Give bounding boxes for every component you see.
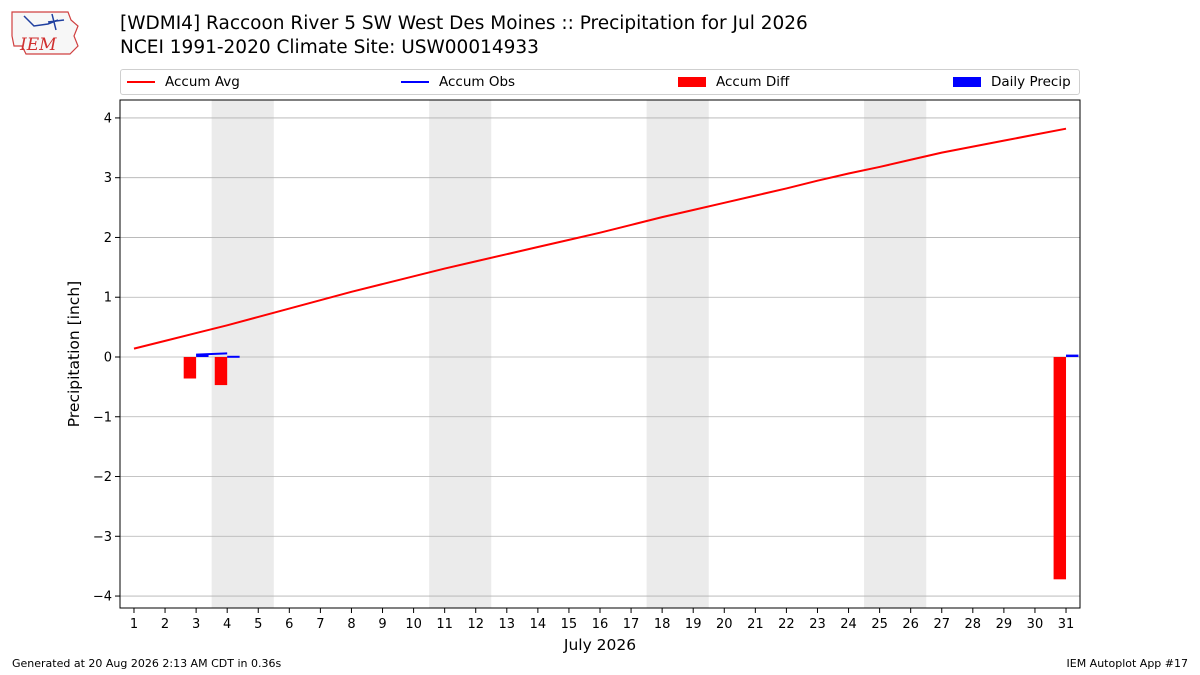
x-tick-label: 20 xyxy=(716,617,733,632)
x-tick-label: 31 xyxy=(1058,617,1075,632)
x-tick-label: 16 xyxy=(592,617,609,632)
y-tick-label: 1 xyxy=(104,291,112,306)
footer-app: IEM Autoplot App #17 xyxy=(1066,657,1189,670)
y-tick-label: 0 xyxy=(104,350,112,365)
weekend-shading xyxy=(211,100,927,608)
legend-label-accum-diff: Accum Diff xyxy=(716,74,790,90)
y-tick-label: −2 xyxy=(93,470,112,485)
x-tick-label: 14 xyxy=(530,617,547,632)
x-tick-label: 23 xyxy=(809,617,826,632)
x-tick-label: 29 xyxy=(996,617,1013,632)
legend-label-daily-precip: Daily Precip xyxy=(991,74,1071,90)
x-tick-label: 30 xyxy=(1027,617,1044,632)
x-tick-label: 13 xyxy=(499,617,516,632)
svg-text:IEM: IEM xyxy=(19,35,57,55)
x-tick-label: 17 xyxy=(623,617,640,632)
x-tick-label: 27 xyxy=(933,617,950,632)
x-tick-label: 9 xyxy=(378,617,386,632)
legend-swatch-accum-avg xyxy=(127,81,155,83)
accum-diff-bar xyxy=(183,356,197,379)
legend-swatch-accum-obs xyxy=(401,81,429,83)
x-tick-label: 5 xyxy=(254,617,262,632)
chart-title: [WDMI4] Raccoon River 5 SW West Des Moin… xyxy=(120,12,808,60)
daily-precip-bar xyxy=(227,355,240,358)
x-tick-label: 28 xyxy=(965,617,982,632)
x-tick-label: 8 xyxy=(347,617,355,632)
y-tick-label: −4 xyxy=(93,590,112,605)
accum-obs-line xyxy=(196,352,228,356)
legend-swatch-daily-precip xyxy=(953,77,981,87)
daily-precip-bar xyxy=(1066,354,1079,357)
x-tick-label: 4 xyxy=(223,617,231,632)
x-tick-label: 12 xyxy=(467,617,484,632)
grid-lines xyxy=(120,117,1080,597)
weekend-band-3 xyxy=(646,100,709,608)
legend-item-daily-precip: Daily Precip xyxy=(953,70,1071,94)
legend-item-accum-obs: Accum Obs xyxy=(401,70,515,94)
x-tick-label: 15 xyxy=(561,617,578,632)
title-line-2: NCEI 1991-2020 Climate Site: USW00014933 xyxy=(120,37,539,58)
y-tick-label: −3 xyxy=(93,530,112,545)
accum-diff-bar xyxy=(214,356,228,386)
bars xyxy=(183,354,1079,580)
legend-label-accum-avg: Accum Avg xyxy=(165,74,240,90)
x-tick-label: 19 xyxy=(685,617,702,632)
x-tick-label: 24 xyxy=(840,617,857,632)
y-tick-label: −1 xyxy=(93,410,112,425)
legend: Accum Avg Accum Obs Accum Diff Daily Pre… xyxy=(120,69,1080,95)
lines xyxy=(133,127,1067,356)
plot-frame xyxy=(119,99,1081,609)
iem-logo: IEM xyxy=(11,11,79,55)
legend-item-accum-avg: Accum Avg xyxy=(127,70,240,94)
x-tick-label: 11 xyxy=(436,617,453,632)
y-tick-label: 4 xyxy=(104,111,112,126)
title-line-1: [WDMI4] Raccoon River 5 SW West Des Moin… xyxy=(120,13,808,34)
x-tick-label: 3 xyxy=(192,617,200,632)
weekend-band-2 xyxy=(429,100,492,608)
y-tick-label: 2 xyxy=(104,231,112,246)
legend-label-accum-obs: Accum Obs xyxy=(439,74,516,90)
accum-avg-line xyxy=(133,127,1067,350)
x-tick-label: 7 xyxy=(316,617,324,632)
x-tick-label: 25 xyxy=(871,617,888,632)
x-tick-label: 21 xyxy=(747,617,764,632)
weekend-band-4 xyxy=(864,100,927,608)
y-axis-title: Precipitation [inch] xyxy=(65,281,83,427)
x-tick-label: 22 xyxy=(778,617,795,632)
legend-swatch-accum-diff xyxy=(678,77,706,87)
y-tick-label: 3 xyxy=(104,171,112,186)
x-tick-label: 1 xyxy=(130,617,138,632)
x-tick-label: 6 xyxy=(285,617,293,632)
x-tick-label: 18 xyxy=(654,617,671,632)
accum-diff-bar xyxy=(1053,356,1067,580)
x-axis-title: July 2026 xyxy=(563,636,636,654)
x-tick-label: 26 xyxy=(902,617,919,632)
daily-precip-bar xyxy=(196,354,209,357)
x-tick-label: 10 xyxy=(405,617,422,632)
legend-item-accum-diff: Accum Diff xyxy=(678,70,789,94)
footer-generated: Generated at 20 Aug 2026 2:13 AM CDT in … xyxy=(12,657,282,670)
x-tick-label: 2 xyxy=(161,617,169,632)
